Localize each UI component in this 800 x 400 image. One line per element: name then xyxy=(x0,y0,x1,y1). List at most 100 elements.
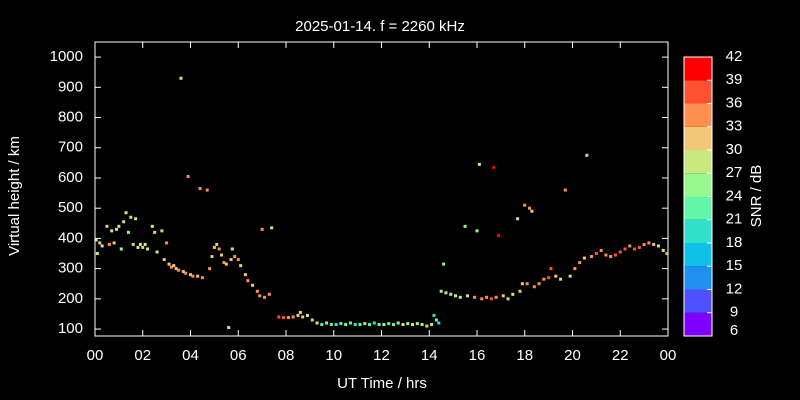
point xyxy=(167,262,171,266)
colorbar-band xyxy=(684,219,712,243)
point xyxy=(506,297,510,301)
point xyxy=(146,247,150,251)
point xyxy=(492,165,496,169)
point xyxy=(138,242,142,246)
point xyxy=(613,253,617,257)
point xyxy=(656,244,660,248)
colorbar-band xyxy=(684,266,712,290)
point xyxy=(227,326,231,330)
y-tick-label: 100 xyxy=(58,320,83,337)
colorbar-tick-label: 9 xyxy=(730,304,738,321)
point xyxy=(224,262,228,266)
point xyxy=(473,295,477,299)
y-tick-label: 800 xyxy=(58,109,83,126)
point xyxy=(258,294,262,298)
point xyxy=(554,274,558,278)
point xyxy=(501,294,505,298)
point xyxy=(425,324,429,328)
point xyxy=(559,277,563,281)
point xyxy=(117,224,121,228)
point xyxy=(95,252,99,256)
point xyxy=(329,323,333,327)
point xyxy=(150,224,154,228)
y-tick-label: 600 xyxy=(58,169,83,186)
point xyxy=(547,276,551,280)
point xyxy=(112,241,116,245)
colorbar-band xyxy=(684,57,712,81)
x-tick-label: 12 xyxy=(373,347,390,364)
point xyxy=(205,188,209,192)
point xyxy=(437,321,441,325)
point xyxy=(233,255,237,259)
point xyxy=(382,323,386,327)
y-tick-label: 500 xyxy=(58,199,83,216)
point xyxy=(475,229,479,233)
point xyxy=(141,245,145,249)
point xyxy=(174,267,178,271)
point xyxy=(325,321,329,325)
point xyxy=(282,316,286,320)
point xyxy=(585,153,589,157)
point xyxy=(642,242,646,246)
point xyxy=(155,250,159,254)
point xyxy=(549,267,553,271)
point xyxy=(363,322,367,326)
point xyxy=(114,227,118,231)
point xyxy=(432,313,436,317)
point xyxy=(485,295,489,299)
point xyxy=(181,270,185,274)
point xyxy=(477,162,481,166)
x-tick-label: 22 xyxy=(612,347,629,364)
point xyxy=(344,323,348,327)
point xyxy=(301,315,305,319)
colorbar-band xyxy=(684,312,712,336)
point xyxy=(420,323,424,327)
point xyxy=(177,268,181,272)
colorbar-tick-label: 12 xyxy=(726,280,743,297)
point xyxy=(647,241,651,245)
point xyxy=(296,313,300,317)
point xyxy=(215,242,219,246)
point xyxy=(229,258,233,262)
point xyxy=(372,321,376,325)
point xyxy=(454,294,458,298)
point xyxy=(525,282,529,286)
colorbar-tick-label: 21 xyxy=(726,211,743,228)
point xyxy=(401,323,405,327)
point xyxy=(129,215,133,219)
colorbar-tick-label: 30 xyxy=(726,141,743,158)
point xyxy=(107,242,111,246)
point xyxy=(523,203,527,207)
x-tick-label: 20 xyxy=(564,347,581,364)
y-tick-label: 400 xyxy=(58,229,83,246)
point xyxy=(212,245,216,249)
point xyxy=(191,274,195,278)
colorbar-tick-label: 36 xyxy=(726,94,743,111)
point xyxy=(217,247,221,251)
point xyxy=(255,289,259,293)
point xyxy=(315,321,319,325)
point xyxy=(594,252,598,256)
point xyxy=(582,256,586,260)
colorbar-label: SNR / dB xyxy=(748,165,765,228)
point xyxy=(169,265,173,269)
y-axis-label: Virtual height / km xyxy=(6,136,23,256)
point xyxy=(267,292,271,296)
x-tick-label: 18 xyxy=(516,347,533,364)
point xyxy=(637,245,641,249)
point xyxy=(496,233,500,237)
point xyxy=(442,262,446,266)
point xyxy=(542,277,546,281)
point xyxy=(305,313,309,317)
point xyxy=(153,230,157,234)
point xyxy=(251,283,255,287)
colorbar-tick-label: 18 xyxy=(726,234,743,251)
colorbar-band xyxy=(684,173,712,197)
point xyxy=(200,276,204,280)
point xyxy=(623,247,627,251)
point xyxy=(439,289,443,293)
point xyxy=(94,238,98,242)
point xyxy=(243,273,247,277)
point xyxy=(430,323,434,327)
y-tick-label: 700 xyxy=(58,139,83,156)
